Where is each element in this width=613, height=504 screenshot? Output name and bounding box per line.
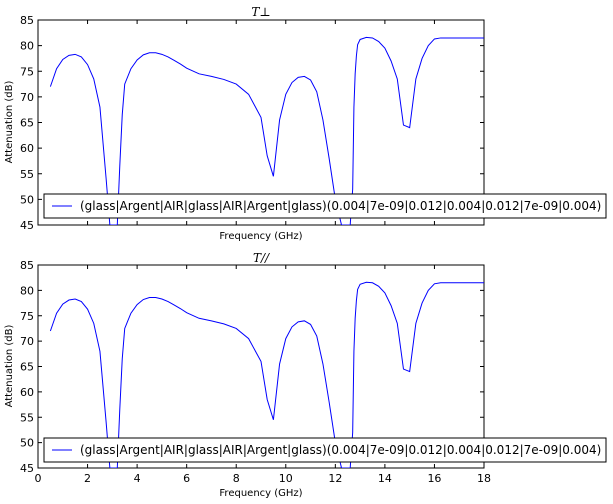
y-tick-label: 65 (20, 361, 34, 374)
chart-t-perpendicular: 45 50 55 60 65 70 75 80 85 T⊥ Frequency (GHz) At… (4, 5, 607, 242)
y-tick-label: 75 (20, 310, 34, 323)
y-tick-label: 55 (20, 168, 34, 181)
axes-frame (37, 19, 485, 226)
legend: (glass|Argent|AIR|glass|AIR|Argent|glass… (43, 193, 607, 219)
legend: (glass|Argent|AIR|glass|AIR|Argent|glass… (43, 437, 607, 463)
legend-box (43, 193, 607, 219)
x-axis-label: Frequency (GHz) (219, 231, 302, 242)
y-tick-label: 60 (20, 386, 34, 399)
chart-title: T⊥ (251, 5, 270, 19)
series-line (49, 36, 484, 225)
y-tick-label: 45 (20, 219, 34, 232)
x-tick-label: 8 (233, 472, 240, 485)
chart-title: T// (253, 251, 271, 265)
y-tick-label: 80 (20, 284, 34, 297)
y-tick-label: 50 (20, 193, 34, 206)
y-tick-label: 85 (20, 14, 34, 27)
ticks (37, 19, 485, 226)
y-tick-label: 45 (20, 462, 34, 475)
ticks (37, 264, 485, 469)
x-tick-label: 18 (477, 472, 491, 485)
x-tick-label: 2 (84, 472, 91, 485)
y-axis-label: Attenuation (dB) (4, 81, 15, 164)
y-tick-label: 65 (20, 117, 34, 130)
x-tick-label: 14 (378, 472, 392, 485)
legend-label: (glass|Argent|AIR|glass|AIR|Argent|glass… (80, 443, 601, 457)
tick-labels: 45 50 55 60 65 70 75 80 85 (20, 14, 34, 232)
y-tick-label: 85 (20, 259, 34, 272)
x-tick-label: 4 (134, 472, 141, 485)
x-tick-label: 16 (427, 472, 441, 485)
legend-label: (glass|Argent|AIR|glass|AIR|Argent|glass… (80, 199, 601, 213)
x-tick-label: 10 (279, 472, 293, 485)
x-tick-label: 0 (35, 472, 42, 485)
x-tick-label: 6 (183, 472, 190, 485)
legend-box (43, 437, 607, 463)
y-tick-label: 75 (20, 65, 34, 78)
x-axis-label: Frequency (GHz) (219, 488, 302, 499)
x-tick-label: 12 (328, 472, 342, 485)
y-tick-label: 50 (20, 437, 34, 450)
y-axis-label: Attenuation (dB) (4, 325, 15, 408)
y-tick-label: 55 (20, 411, 34, 424)
series-line (49, 281, 484, 468)
y-tick-label: 80 (20, 40, 34, 53)
y-tick-label: 60 (20, 142, 34, 155)
chart-t-parallel: 45 50 55 60 65 70 75 80 85 0 2 4 6 8 10 12 14 16 18 T// Fr… (4, 251, 607, 499)
axes-frame (37, 264, 485, 469)
tick-labels: 45 50 55 60 65 70 75 80 85 0 2 4 6 8 10 12 14 16 18 (20, 259, 491, 485)
y-tick-label: 70 (20, 335, 34, 348)
y-tick-label: 70 (20, 91, 34, 104)
